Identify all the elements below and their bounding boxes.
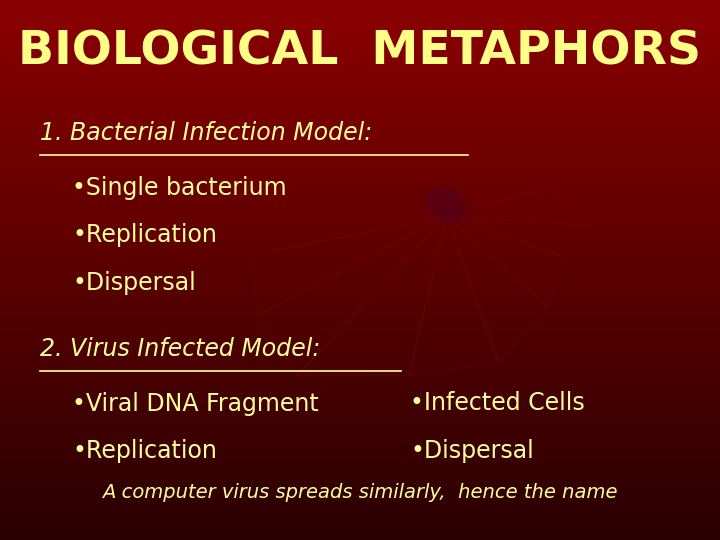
- Text: A computer virus spreads similarly,  hence the name: A computer virus spreads similarly, henc…: [102, 483, 618, 502]
- Text: 1. Bacterial Infection Model:: 1. Bacterial Infection Model:: [40, 122, 372, 145]
- Text: •Replication: •Replication: [72, 439, 217, 463]
- Text: •Dispersal: •Dispersal: [410, 439, 534, 463]
- Text: •Replication: •Replication: [72, 223, 217, 247]
- Text: •Infected Cells: •Infected Cells: [410, 392, 585, 415]
- Text: •Single bacterium: •Single bacterium: [72, 176, 287, 199]
- Text: •Dispersal: •Dispersal: [72, 271, 196, 294]
- Ellipse shape: [428, 187, 465, 224]
- Text: •Viral DNA Fragment: •Viral DNA Fragment: [72, 392, 319, 415]
- Text: BIOLOGICAL  METAPHORS: BIOLOGICAL METAPHORS: [19, 30, 701, 75]
- Text: 2. Virus Infected Model:: 2. Virus Infected Model:: [40, 338, 320, 361]
